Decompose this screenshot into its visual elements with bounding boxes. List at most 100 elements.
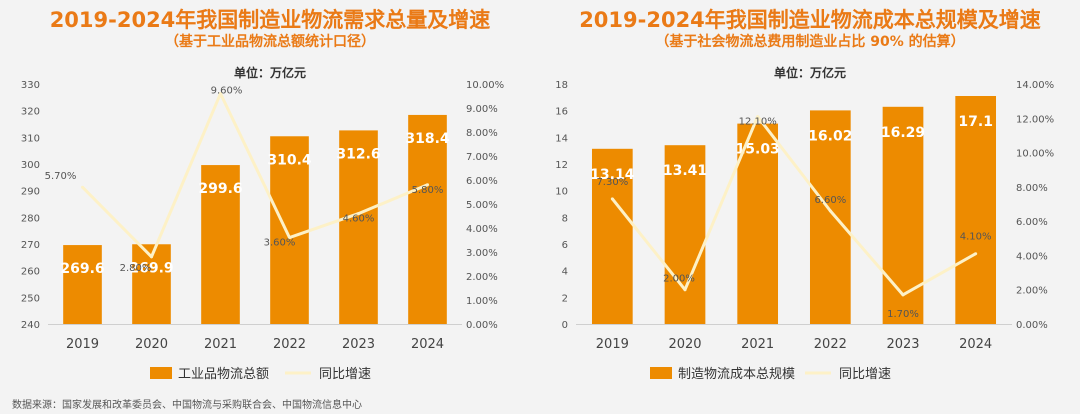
bar — [664, 145, 706, 324]
x-tick-label: 2022 — [273, 337, 306, 352]
x-tick-label: 2023 — [886, 337, 919, 352]
bar-value-label: 16.02 — [808, 128, 852, 144]
right-axis-tick: 5.00% — [466, 200, 498, 211]
growth-rate-label: 4.60% — [343, 214, 375, 225]
left-axis-tick: 280 — [21, 213, 40, 224]
bar-value-label: 312.6 — [336, 146, 380, 162]
right-axis-tick: 12.00% — [1016, 114, 1054, 125]
right-axis-tick: 2.00% — [466, 272, 498, 283]
left-axis-tick: 16 — [555, 107, 568, 118]
x-tick-label: 2019 — [66, 337, 99, 352]
growth-rate-line — [81, 92, 429, 259]
right-axis-tick: 3.00% — [466, 248, 498, 259]
x-tick-label: 2019 — [596, 337, 629, 352]
chart-panel-logistics-cost: 2019-2024年我国制造业物流成本总规模及增速 （基于社会物流总费用制造业占… — [540, 0, 1080, 395]
growth-rate-point — [426, 183, 429, 187]
growth-rate-label: 7.30% — [596, 177, 628, 188]
growth-rate-point — [756, 115, 760, 119]
bar — [737, 123, 779, 324]
right-axis-tick: 4.00% — [466, 224, 498, 235]
right-axis-tick: 6.00% — [466, 176, 498, 187]
left-axis-tick: 320 — [21, 107, 40, 118]
chart-subtitle: （基于工业品物流总额统计口径） — [165, 34, 375, 50]
growth-rate-label: 1.70% — [887, 309, 919, 320]
right-axis-tick: 6.00% — [1016, 217, 1048, 228]
right-axis-tick: 7.00% — [466, 152, 498, 163]
right-axis-tick: 0.00% — [466, 320, 498, 331]
right-axis-tick: 9.00% — [466, 104, 498, 115]
legend-bar-label: 制造物流成本总规模 — [678, 367, 795, 382]
bar-value-label: 17.1 — [958, 114, 993, 130]
left-axis-tick: 270 — [21, 240, 40, 251]
left-axis-tick: 0 — [562, 320, 568, 331]
bar-value-label: 13.14 — [590, 167, 635, 183]
growth-rate-point — [610, 197, 614, 201]
chart-title: 2019-2024年我国制造业物流需求总量及增速 — [49, 8, 491, 32]
growth-rate-point — [81, 185, 84, 189]
left-axis-tick: 14 — [555, 133, 568, 144]
left-axis-tick: 250 — [21, 293, 40, 304]
chart-panel-logistics-demand: 2019-2024年我国制造业物流需求总量及增速 （基于工业品物流总额统计口径）… — [0, 0, 540, 395]
left-axis-tick: 12 — [555, 160, 568, 171]
chart-subtitle: （基于社会物流总费用制造业占比 90% 的估算） — [655, 34, 965, 50]
bar — [809, 110, 851, 325]
left-axis-tick: 6 — [562, 240, 568, 251]
growth-rate-point — [828, 209, 832, 213]
right-axis-tick: 14.00% — [1016, 80, 1054, 91]
left-axis-tick: 300 — [21, 160, 40, 171]
bar — [339, 130, 378, 324]
chart-title: 2019-2024年我国制造业物流成本总规模及增速 — [579, 8, 1041, 32]
growth-rate-line — [611, 115, 977, 297]
growth-rate-point — [974, 252, 978, 256]
x-tick-label: 2020 — [135, 337, 168, 352]
bar — [270, 136, 309, 324]
growth-rate-point — [357, 212, 360, 216]
growth-rate-label: 9.60% — [211, 86, 243, 97]
bar — [63, 245, 102, 324]
legend-bar-swatch — [150, 367, 172, 379]
right-axis-tick: 10.00% — [1016, 149, 1054, 160]
left-axis-tick: 18 — [555, 80, 568, 91]
x-tick-label: 2024 — [411, 337, 444, 352]
right-axis-tick: 4.00% — [1016, 251, 1048, 262]
unit-label: 单位：万亿元 — [773, 66, 846, 80]
growth-rate-label: 12.10% — [739, 117, 777, 128]
x-tick-label: 2023 — [342, 337, 375, 352]
bar — [591, 148, 633, 324]
bar — [201, 165, 240, 324]
bar-value-label: 13.41 — [663, 163, 707, 179]
left-axis-tick: 330 — [21, 80, 40, 91]
growth-rate-point — [683, 288, 687, 292]
left-axis-tick: 310 — [21, 133, 40, 144]
bar-value-label: 269.6 — [60, 261, 104, 277]
growth-rate-point — [150, 255, 153, 259]
right-axis-tick: 0.00% — [1016, 320, 1048, 331]
left-axis-tick: 10 — [555, 187, 568, 198]
legend-line-label: 同比增速 — [319, 367, 371, 382]
bar — [955, 96, 997, 324]
left-axis-tick: 240 — [21, 320, 40, 331]
legend-bar-swatch — [650, 367, 672, 379]
unit-label: 单位：万亿元 — [233, 66, 306, 80]
logistics-demand-chart: 240 250 260 270 280 290 300 310 320 330 0.00% 1.00%… — [21, 80, 504, 382]
bar-value-label: 310.4 — [267, 152, 312, 168]
right-axis-tick: 2.00% — [1016, 286, 1048, 297]
left-axis-tick: 4 — [562, 267, 568, 278]
growth-rate-label: 5.70% — [45, 171, 77, 182]
bar-value-label: 299.6 — [198, 181, 242, 197]
growth-rate-point — [288, 236, 291, 240]
left-axis-tick: 2 — [562, 293, 568, 304]
right-axis-tick: 8.00% — [1016, 183, 1048, 194]
x-tick-label: 2024 — [959, 337, 992, 352]
growth-rate-point — [901, 293, 905, 297]
right-axis-tick: 10.00% — [466, 80, 504, 91]
x-tick-label: 2021 — [741, 337, 774, 352]
x-tick-label: 2020 — [668, 337, 701, 352]
bar-value-label: 318.4 — [405, 131, 450, 147]
bar-value-label: 16.29 — [881, 125, 925, 141]
growth-rate-label: 4.10% — [960, 232, 992, 243]
logistics-cost-chart: 0 2 4 6 8 10 12 14 16 18 0.00% 2.00% 4.00% 6.00% 8.00%… — [555, 80, 1054, 382]
right-axis-tick: 8.00% — [466, 128, 498, 139]
right-axis-tick: 1.00% — [466, 296, 498, 307]
x-tick-label: 2022 — [814, 337, 847, 352]
